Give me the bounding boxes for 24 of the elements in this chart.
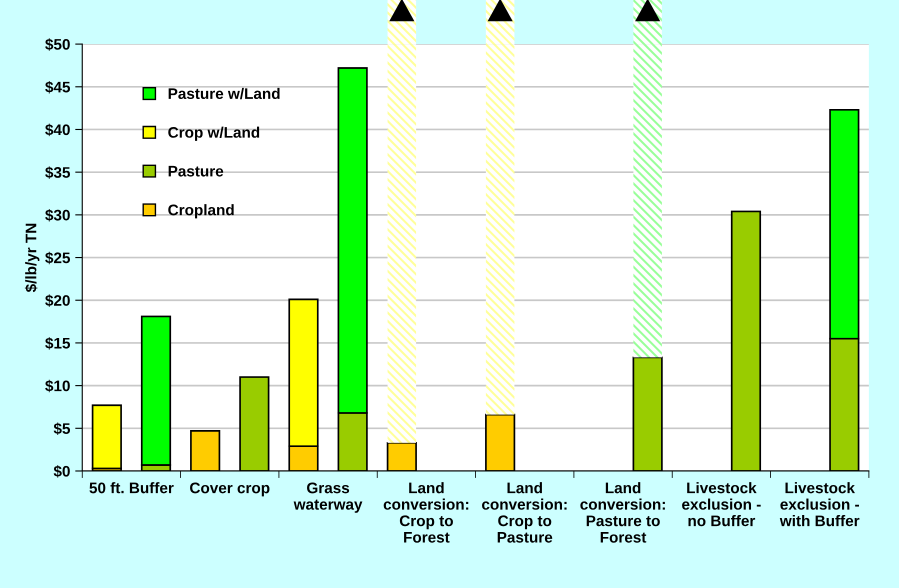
legend-label: Pasture [168, 166, 224, 177]
y-tick-label: $35 [45, 166, 70, 179]
y-axis-title: $/lb/yr TN [24, 224, 40, 292]
y-tick-label: $50 [45, 38, 70, 51]
y-tick-label: $0 [54, 465, 70, 478]
x-tick-label: Land conversion: Crop to Pasture [482, 482, 567, 543]
y-tick-label: $20 [45, 294, 70, 307]
x-tick-label: Grass waterway [294, 482, 362, 513]
y-tick-label: $40 [45, 124, 70, 136]
x-tick-label: Cover crop [190, 482, 270, 496]
y-tick-label: $45 [45, 80, 70, 94]
x-tick-label: 50 ft. Buffer [89, 482, 174, 494]
x-tick-label: Land conversion: Pasture to Forest [580, 482, 665, 543]
y-tick-label: $25 [45, 252, 70, 264]
legend-label: Cropland [168, 204, 234, 218]
x-tick-label: Land conversion: Crop to Forest [384, 482, 468, 543]
y-tick-label: $5 [54, 422, 70, 435]
legend-label: Pasture w/Land [168, 88, 280, 100]
x-tick-label: Livestock exclusion - with Buffer [780, 482, 860, 526]
x-tick-label: Livestock exclusion - no Buffer [682, 482, 761, 526]
y-tick-label: $15 [45, 337, 70, 350]
y-tick-label: $10 [45, 380, 70, 392]
y-tick-label: $30 [45, 209, 70, 222]
legend-label: Crop w/Land [168, 126, 260, 141]
